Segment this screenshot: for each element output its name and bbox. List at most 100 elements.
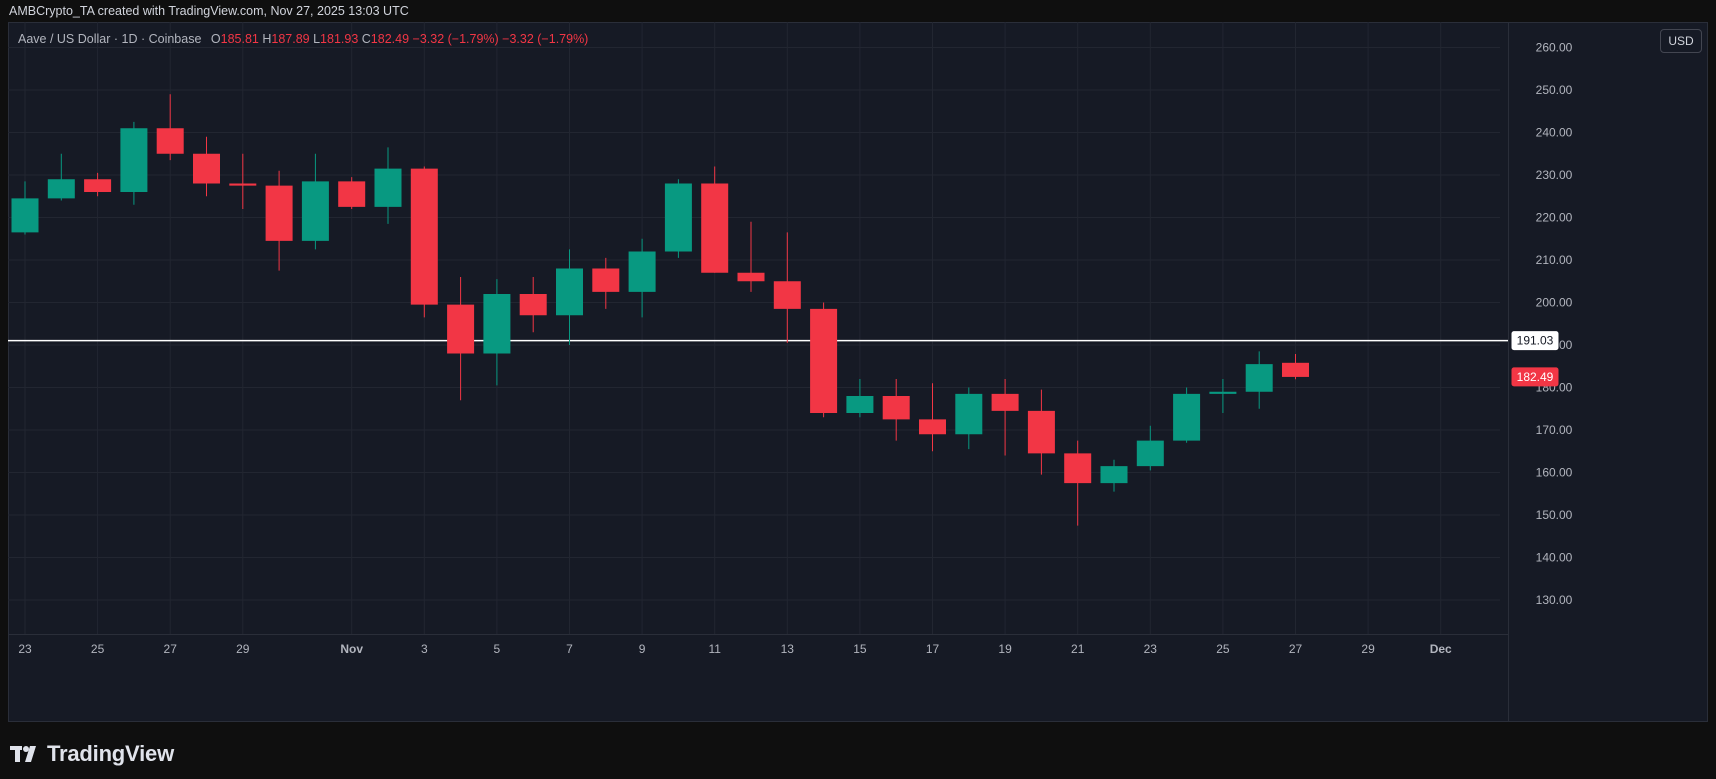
candle-body [628, 251, 656, 292]
level-price-tag-text: 191.03 [1517, 334, 1554, 348]
candle [1245, 351, 1273, 409]
candle [47, 153, 75, 201]
candle-body [1282, 362, 1309, 377]
attribution-bar: AMBCrypto_TA created with TradingView.co… [0, 0, 1716, 22]
x-tick-label: 9 [639, 642, 646, 656]
x-tick-label: 27 [1289, 642, 1303, 656]
open-label: O [210, 32, 221, 46]
high-value: 187.89 [271, 32, 310, 46]
x-tick-label: 5 [494, 642, 501, 656]
candle-body [1173, 393, 1201, 441]
x-tick-label: 21 [1071, 642, 1085, 656]
y-tick-label: 210.00 [1536, 253, 1573, 267]
y-tick-label: 140.00 [1536, 551, 1573, 565]
candle [991, 379, 1019, 456]
x-tick-label: 3 [421, 642, 428, 656]
x-tick-label: 23 [18, 642, 32, 656]
symbol-legend: Aave / US Dollar · 1D · Coinbase O185.81… [18, 32, 588, 46]
x-tick-label: 29 [236, 642, 250, 656]
candle-body [447, 304, 475, 354]
candle [882, 379, 910, 441]
candle-body [156, 128, 184, 154]
candle [11, 181, 39, 235]
candle [810, 302, 838, 418]
x-tick-label: 29 [1361, 642, 1375, 656]
candle-body [1100, 466, 1128, 484]
last-price-tag-bg [1511, 367, 1559, 387]
y-tick-label: 130.00 [1536, 593, 1573, 607]
candle [592, 257, 620, 309]
attribution-text: AMBCrypto_TA created with TradingView.co… [9, 4, 409, 18]
last-price-tag: 182.49 [1511, 367, 1559, 387]
x-tick-label: 25 [1216, 642, 1230, 656]
candle-body [955, 393, 983, 435]
candle-body [556, 268, 583, 316]
candle-body [846, 396, 874, 413]
candle [1282, 353, 1309, 380]
close-label: C [361, 32, 371, 46]
candle-body [701, 183, 729, 273]
x-tick-label: 25 [91, 642, 105, 656]
candle-body [919, 419, 946, 435]
candle [846, 379, 874, 418]
low-label: L [313, 32, 321, 46]
candle-body [519, 294, 547, 316]
candle [483, 279, 511, 386]
candle-body [1027, 410, 1055, 454]
x-tick-label: Nov [340, 642, 363, 656]
candle-body [410, 168, 438, 305]
candle-body [47, 179, 75, 199]
candlestick-chart[interactable]: 130.00140.00150.00160.00170.00180.00190.… [8, 22, 1708, 722]
close-value: 182.49 [370, 32, 410, 46]
y-tick-label: 150.00 [1536, 508, 1573, 522]
symbol-name: Aave / US Dollar · 1D · Coinbase [18, 32, 202, 46]
candle-body [664, 183, 692, 252]
candle [701, 166, 729, 273]
x-tick-label: 27 [164, 642, 178, 656]
candle [410, 166, 438, 318]
candle-body [301, 181, 329, 241]
candle [773, 232, 801, 343]
y-tick-label: 160.00 [1536, 466, 1573, 480]
x-tick-label: 13 [781, 642, 795, 656]
change-value: −3.32 (−1.79%) [412, 32, 499, 46]
level-price-tag: 191.03 [1511, 331, 1559, 351]
candle-body [265, 185, 293, 241]
candle-body [882, 396, 910, 420]
candle [374, 147, 402, 224]
candle [664, 179, 692, 258]
x-tick-label: 17 [926, 642, 940, 656]
candle [1027, 389, 1055, 475]
candle [1209, 379, 1237, 413]
candle [955, 387, 983, 450]
candle-body [592, 268, 620, 292]
brand-name: TradingView [47, 741, 174, 766]
candle [628, 238, 656, 318]
candle-body [120, 128, 148, 192]
candle-body [338, 181, 366, 207]
x-tick-label: 19 [998, 642, 1012, 656]
y-tick-label: 260.00 [1536, 41, 1573, 55]
tradingview-logo-icon [10, 746, 36, 762]
candle [1136, 425, 1164, 471]
x-tick-label: Dec [1430, 642, 1452, 656]
y-tick-label: 170.00 [1536, 423, 1573, 437]
y-tick-label: 250.00 [1536, 83, 1573, 97]
y-tick-label: 240.00 [1536, 126, 1573, 140]
candle-body [1136, 440, 1164, 467]
x-tick-label: 11 [708, 642, 721, 656]
low-value: 181.93 [320, 32, 359, 46]
candle [519, 277, 547, 333]
candle-body [1209, 391, 1237, 394]
open-value: 185.81 [220, 32, 259, 46]
candle-body [229, 183, 257, 186]
candle [156, 94, 184, 161]
candle-body [483, 294, 511, 354]
x-tick-label: 23 [1144, 642, 1158, 656]
currency-button[interactable]: USD [1660, 29, 1702, 53]
candle [1100, 459, 1128, 492]
candle [556, 249, 583, 345]
candle [919, 383, 946, 452]
candle [447, 277, 475, 401]
tradingview-logo[interactable]: TradingView [10, 741, 174, 767]
